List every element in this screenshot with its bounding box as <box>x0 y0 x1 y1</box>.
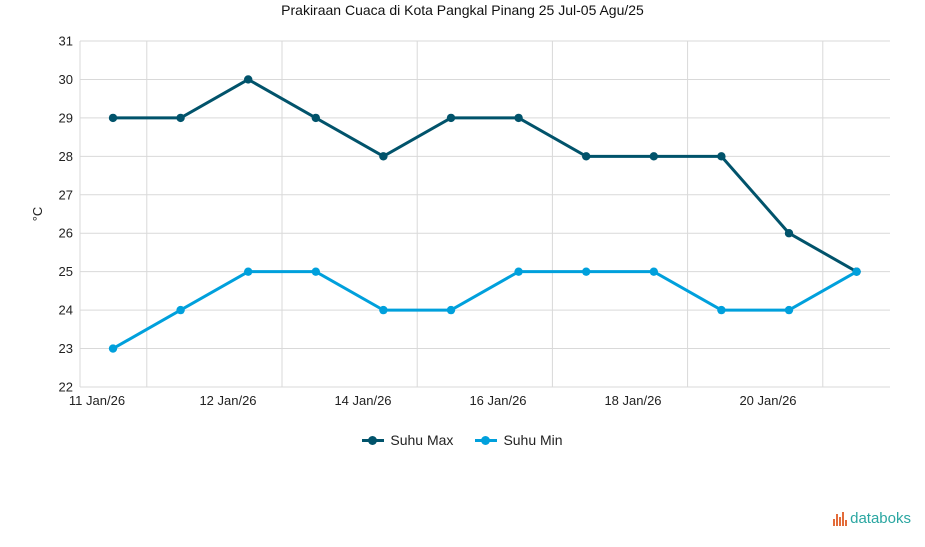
data-point <box>446 305 456 315</box>
y-tick-label: 28 <box>59 149 73 164</box>
data-point <box>311 113 320 123</box>
x-tick-label: 14 Jan/26 <box>334 393 391 408</box>
data-point <box>649 152 658 161</box>
data-point <box>784 229 794 238</box>
y-tick-label: 29 <box>59 110 73 125</box>
y-tick-label: 26 <box>59 226 73 241</box>
legend-label: Suhu Min <box>503 432 563 448</box>
data-point <box>244 267 253 276</box>
x-tick-label: 12 Jan/26 <box>199 393 256 408</box>
y-tick-label: 31 <box>59 34 73 49</box>
legend: Suhu Max Suhu Min <box>0 432 925 448</box>
y-tick-label: 25 <box>59 264 73 279</box>
legend-label: Suhu Max <box>390 432 454 448</box>
legend-swatch-icon <box>475 435 498 445</box>
data-point <box>514 267 523 276</box>
x-tick-label: 16 Jan/26 <box>469 393 526 408</box>
x-tick-label: 20 Jan/26 <box>739 393 796 408</box>
data-point <box>582 152 591 161</box>
brand-name: databoks <box>850 510 911 527</box>
data-point <box>311 267 320 276</box>
legend-item[interactable]: Suhu Min <box>475 432 563 448</box>
data-point <box>244 75 253 84</box>
chart-title: Prakiraan Cuaca di Kota Pangkal Pinang 2… <box>281 2 644 18</box>
data-point <box>108 113 118 123</box>
y-tick-label: 30 <box>59 72 73 87</box>
y-tick-label: 24 <box>59 303 73 318</box>
x-tick-label: 18 Jan/26 <box>604 393 661 408</box>
legend-item[interactable]: Suhu Max <box>362 432 453 448</box>
logo-bars-icon <box>833 511 848 526</box>
data-point <box>379 305 388 315</box>
data-point <box>379 152 388 161</box>
data-point <box>108 344 118 353</box>
data-point <box>649 267 658 276</box>
data-point <box>784 305 794 315</box>
data-point <box>176 113 185 123</box>
data-point <box>717 305 726 315</box>
data-point <box>852 267 861 276</box>
x-tick-label: 11 Jan/26 <box>69 393 125 408</box>
series-line <box>112 270 858 350</box>
legend-swatch-icon <box>362 435 385 445</box>
data-point <box>514 113 523 123</box>
y-tick-label: 23 <box>59 341 73 356</box>
data-point <box>446 113 456 123</box>
data-point <box>582 267 591 276</box>
data-point <box>717 152 726 161</box>
databoks-logo: databoks <box>833 510 911 527</box>
y-tick-label: 27 <box>59 187 73 202</box>
y-tick-label: 22 <box>59 380 73 395</box>
y-axis-label: °C <box>30 207 45 222</box>
series-line <box>113 77 858 273</box>
data-point <box>176 305 185 315</box>
